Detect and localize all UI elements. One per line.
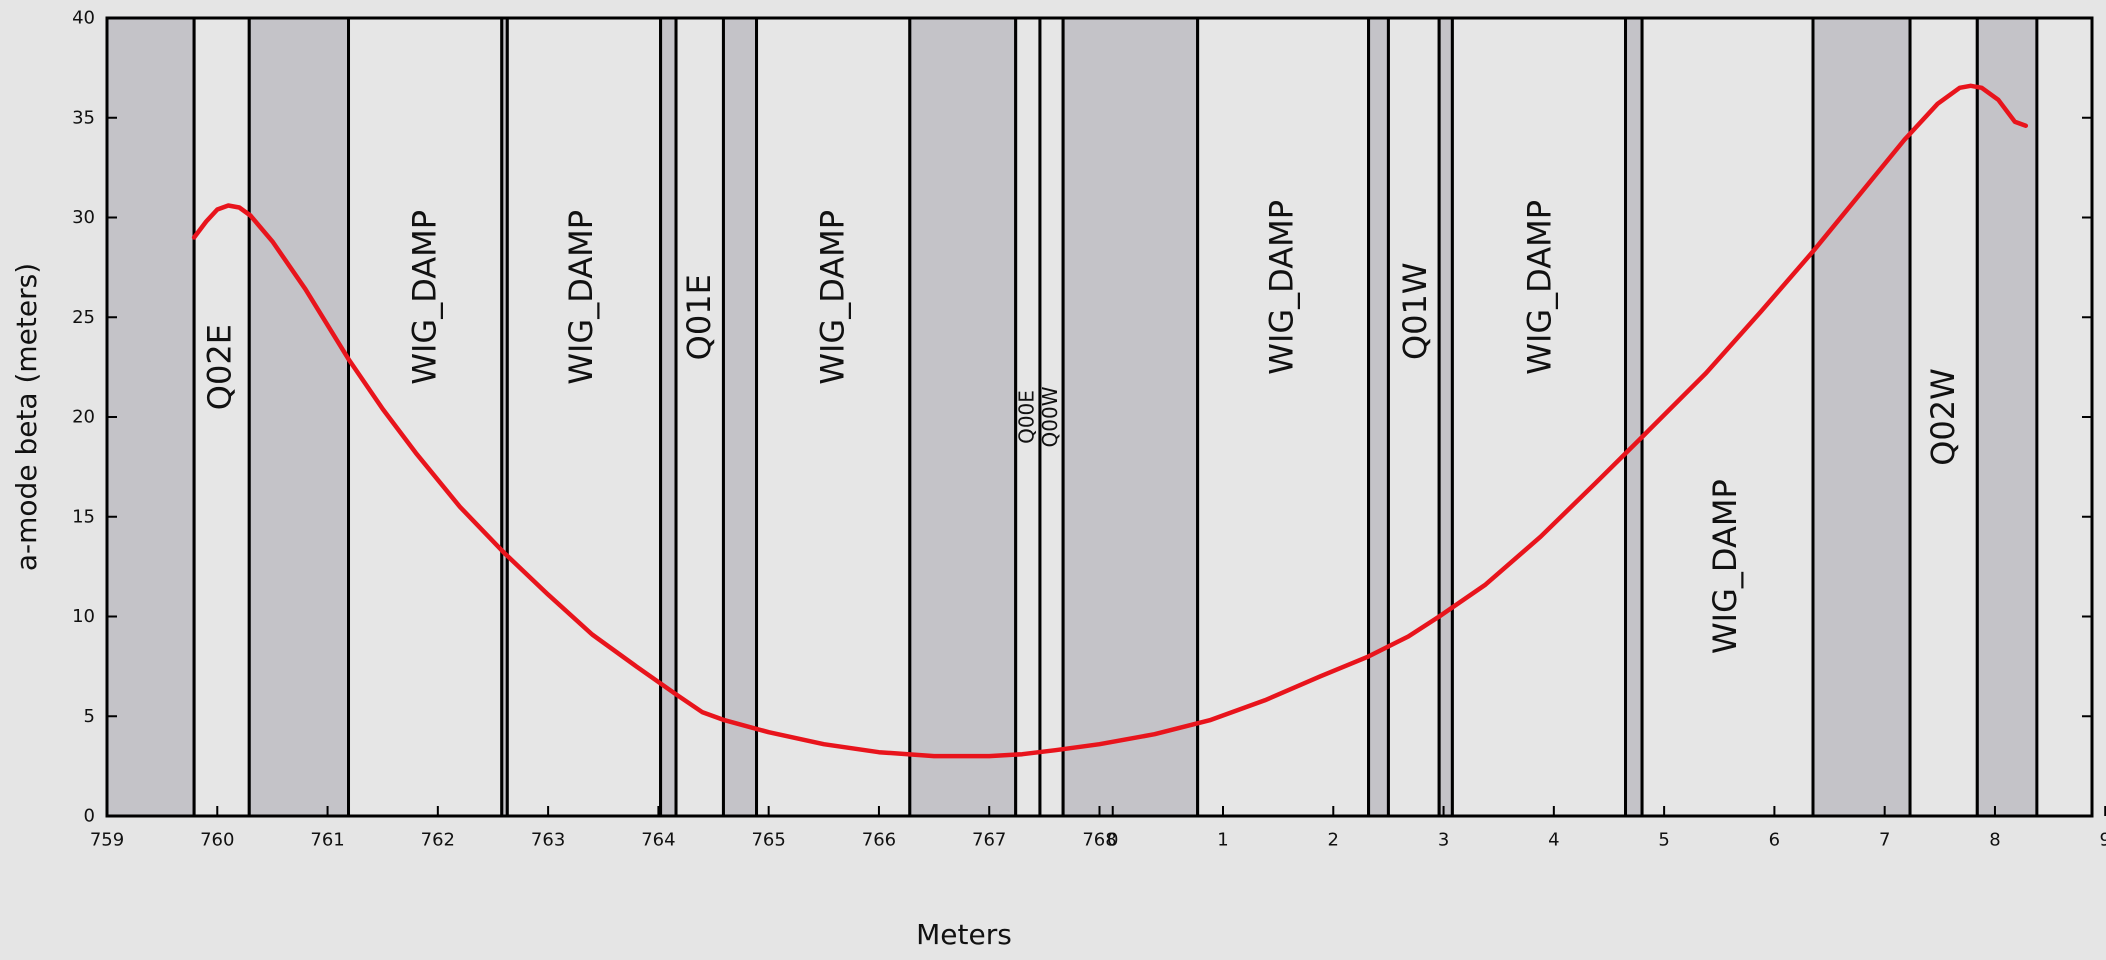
- element-label-3: Q01E: [680, 274, 718, 360]
- element-band-20: [1640, 16, 1815, 818]
- element-bands: [105, 16, 2092, 818]
- y-tick-label-0: 0: [84, 806, 95, 827]
- element-band-9: [755, 16, 912, 818]
- y-tick-label-1: 5: [84, 706, 95, 727]
- x-tick-label-13: 3: [1438, 830, 1449, 851]
- y-tick-label-8: 40: [72, 8, 95, 29]
- element-band-3: [347, 16, 504, 818]
- element-label-7: WIG_DAMP: [1262, 200, 1300, 375]
- element-band-21: [1811, 16, 1912, 818]
- element-label-1: WIG_DAMP: [406, 210, 444, 385]
- element-label-6: Q00W: [1038, 386, 1062, 447]
- x-tick-label-1: 760: [200, 830, 234, 851]
- x-tick-label-17: 7: [1879, 830, 1890, 851]
- beta-series-line-0: [191, 83, 2029, 759]
- element-band-19: [1624, 16, 1644, 818]
- x-tick-label-3: 762: [421, 830, 455, 851]
- element-band-16: [1386, 16, 1441, 818]
- y-tick-label-3: 15: [72, 506, 95, 527]
- y-axis-label: a-mode beta (meters): [10, 263, 43, 571]
- element-band-6: [659, 16, 678, 818]
- x-tick-label-2: 761: [310, 830, 344, 851]
- element-label-8: Q01W: [1396, 262, 1434, 360]
- element-label-2: WIG_DAMP: [562, 210, 600, 385]
- element-band-13: [1061, 16, 1200, 818]
- element-band-10: [908, 16, 1018, 818]
- x-tick-label-0: 759: [90, 830, 124, 851]
- x-tick-label-6: 765: [751, 830, 785, 851]
- y-tick-label-4: 20: [72, 407, 95, 428]
- element-label-9: WIG_DAMP: [1521, 200, 1559, 375]
- series-layer: [191, 83, 2029, 759]
- element-band-7: [674, 16, 725, 818]
- x-tick-label-7: 766: [862, 830, 896, 851]
- x-tick-label-14: 4: [1548, 830, 1559, 851]
- element-band-18: [1450, 16, 1628, 818]
- x-tick-label-12: 2: [1328, 830, 1339, 851]
- y-tick-label-6: 30: [72, 207, 95, 228]
- element-band-17: [1437, 16, 1454, 818]
- element-label-10: WIG_DAMP: [1706, 479, 1744, 654]
- element-label-5: Q00E: [1015, 390, 1039, 444]
- y-tick-label-2: 10: [72, 606, 95, 627]
- element-band-8: [721, 16, 759, 818]
- element-label-11: Q02W: [1924, 368, 1962, 466]
- x-tick-label-16: 6: [1769, 830, 1780, 851]
- element-band-15: [1367, 16, 1390, 818]
- element-label-0: Q02E: [200, 324, 238, 410]
- y-tick-label-5: 25: [72, 307, 95, 328]
- x-tick-label-18: 8: [1989, 830, 2000, 851]
- element-band-5: [505, 16, 663, 818]
- element-band-0: [105, 16, 196, 818]
- x-tick-label-8: 767: [972, 830, 1006, 851]
- x-tick-label-10: 0: [1107, 830, 1118, 851]
- x-tick-label-4: 763: [531, 830, 565, 851]
- y-axis-ticks: 0 5 10 15 20 25 30 35 40: [72, 8, 95, 827]
- element-band-14: [1196, 16, 1371, 818]
- element-band-1: [192, 16, 251, 818]
- element-band-2: [247, 16, 351, 818]
- x-tick-label-15: 5: [1658, 830, 1669, 851]
- x-tick-label-5: 764: [641, 830, 675, 851]
- plot-frame: [105, 16, 2094, 818]
- x-tick-label-11: 1: [1217, 830, 1228, 851]
- element-band-23: [1975, 16, 2039, 818]
- y-tick-label-7: 35: [72, 107, 95, 128]
- element-band-22: [1908, 16, 1979, 818]
- x-axis-label: Meters: [916, 918, 1012, 951]
- element-labels: Q02E WIG_DAMP WIG_DAMP Q01E WIG_DAMP Q00E Q00W…: [200, 200, 1962, 654]
- x-tick-label-9: 768: [1082, 830, 1116, 851]
- x-tick-label-19: 9: [2100, 830, 2106, 851]
- element-label-4: WIG_DAMP: [814, 210, 852, 385]
